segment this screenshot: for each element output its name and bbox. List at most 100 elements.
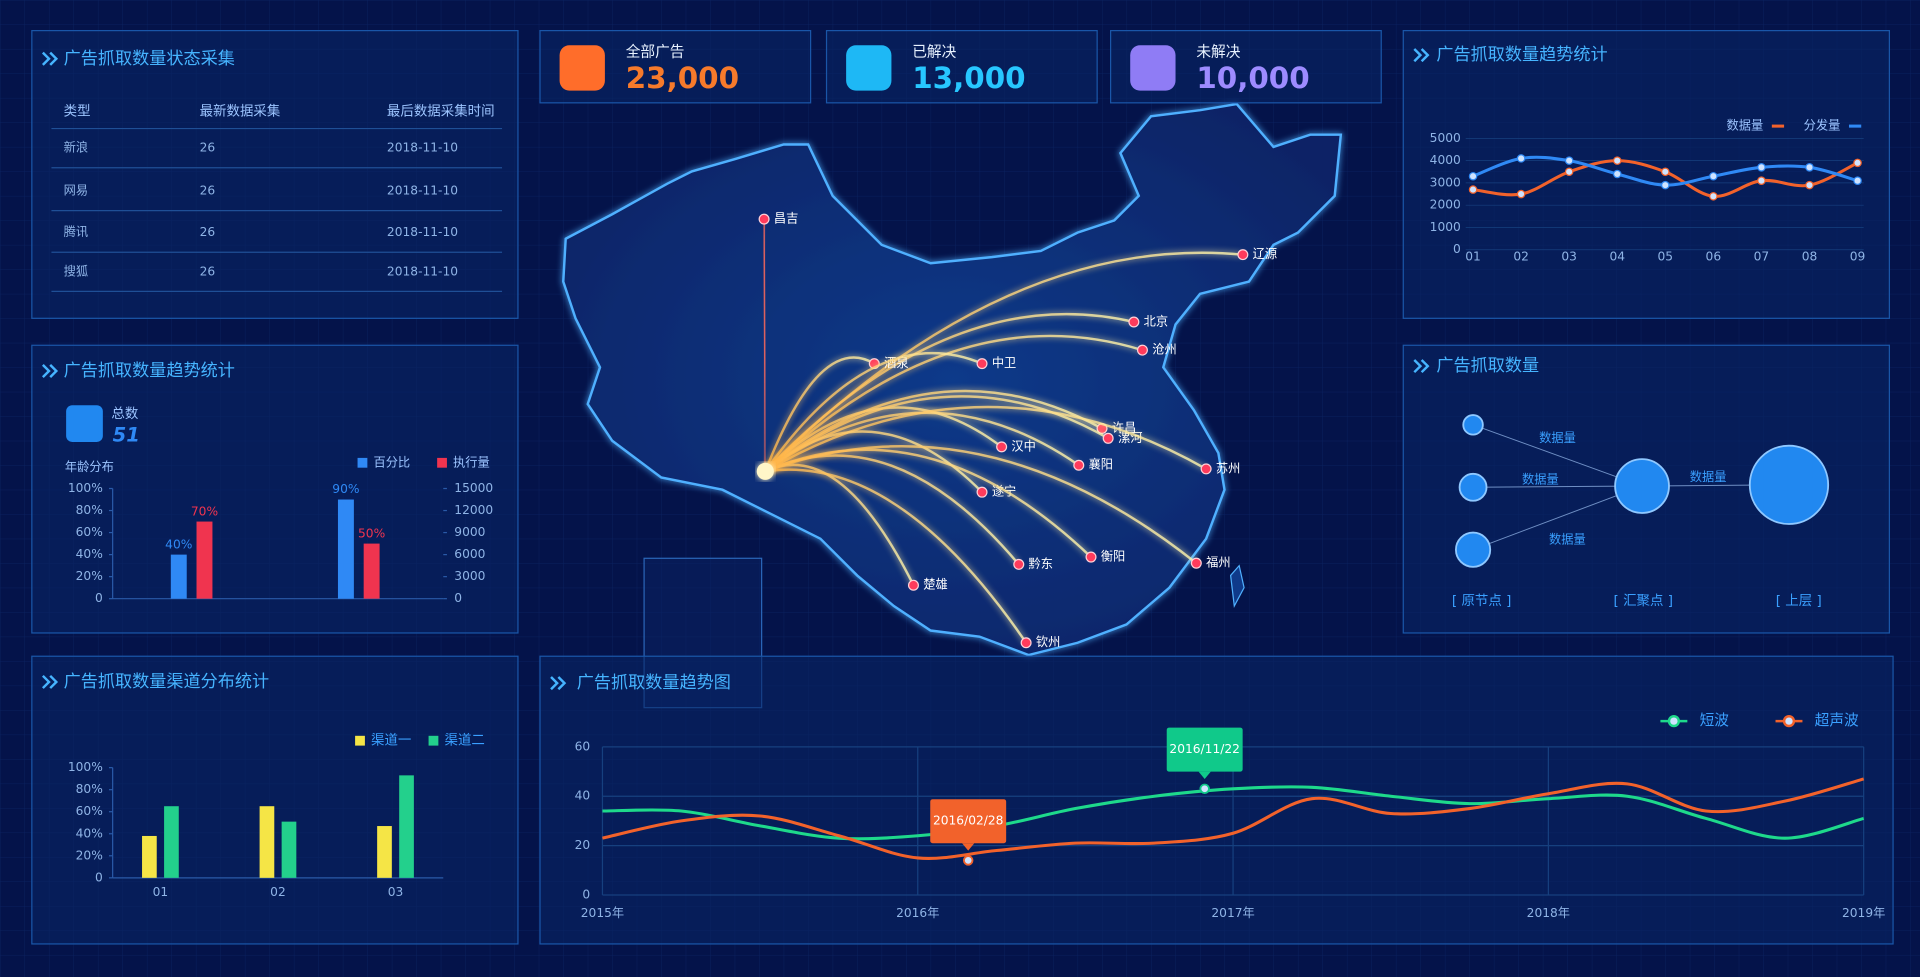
y-tick-label: 0	[1453, 242, 1461, 256]
value-label: 70%	[191, 504, 218, 518]
annotation-box	[1166, 727, 1243, 772]
line	[602, 777, 1865, 860]
y-tick-label: 2000	[1430, 198, 1461, 212]
x-tick-label: 07	[1754, 250, 1770, 264]
y2-tick-label: 6000	[454, 547, 485, 561]
bar	[170, 554, 187, 599]
y2-tick-label: 0	[454, 591, 462, 605]
legend-swatch	[355, 735, 365, 746]
total-icon	[66, 405, 103, 442]
table-cell: 26	[200, 183, 216, 197]
table-cell: 2018-11-10	[387, 264, 458, 278]
map-outline	[562, 102, 1343, 657]
x-tick-label: 2017年	[1211, 906, 1254, 920]
bar	[142, 835, 157, 878]
y-tick-label: 60%	[76, 525, 103, 539]
annotation-point	[1199, 783, 1210, 795]
table-header: 最后数据采集时间	[387, 103, 495, 119]
city-dot	[758, 213, 770, 225]
bar	[399, 775, 414, 878]
edge-label: 数据量	[1522, 471, 1559, 486]
bar	[164, 806, 179, 878]
y-tick-label: 60	[575, 739, 591, 753]
city-label: 酒泉	[884, 355, 908, 370]
annotation-point	[963, 855, 974, 866]
x-tick-label: 09	[1850, 250, 1866, 264]
table-header: 最新数据采集	[200, 103, 281, 119]
table-cell: 26	[200, 225, 216, 239]
legend-label: 数据量	[1727, 118, 1764, 133]
point	[1709, 171, 1718, 181]
point	[1612, 169, 1622, 179]
edge-label: 数据量	[1549, 531, 1586, 546]
flow-edge	[1473, 485, 1643, 488]
city-dot	[1200, 463, 1212, 475]
y-tick-label: 20	[575, 838, 591, 852]
panel-title: 广告抓取数量趋势统计	[1436, 45, 1607, 65]
flow-edge	[1472, 485, 1643, 551]
point	[1516, 189, 1526, 199]
x-tick-label: 05	[1658, 250, 1674, 264]
city-label: 辽源	[1253, 247, 1277, 261]
city-label: 昌吉	[774, 212, 798, 226]
x-tick-label: 2019年	[1842, 906, 1885, 920]
y-tick-label: 20%	[76, 569, 103, 583]
stat-value: 13,000	[912, 61, 1025, 95]
flow-node	[1748, 444, 1830, 525]
annotation-pointer	[1198, 771, 1211, 780]
table-cell: 26	[200, 141, 216, 155]
panel	[31, 344, 519, 634]
x-tick-label: 2018年	[1527, 906, 1570, 920]
city-label: 汉中	[1011, 438, 1035, 453]
panel-title: 广告抓取数量渠道分布统计	[64, 672, 270, 692]
table-cell: 2018-11-10	[387, 225, 458, 239]
city-label: 钦州	[1036, 635, 1060, 649]
city-label: 中卫	[992, 355, 1016, 370]
table-cell: 26	[200, 264, 216, 278]
x-tick-label: 04	[1609, 250, 1625, 264]
y-tick-label: 0	[95, 870, 103, 884]
point	[1805, 163, 1814, 172]
annotation-label: 2016/11/22	[1169, 742, 1240, 756]
point	[1564, 156, 1574, 165]
table-cell: 搜狐	[64, 263, 88, 278]
y-tick-label: 0	[95, 591, 103, 605]
table-cell: 新浪	[64, 140, 88, 155]
map-source	[756, 462, 774, 480]
annotation-box	[930, 799, 1007, 844]
bar	[196, 521, 213, 599]
y-tick-label: 1000	[1430, 220, 1461, 234]
flow-arc	[764, 395, 1109, 473]
edge-label: 数据量	[1690, 469, 1727, 484]
y2-tick-label: 9000	[454, 525, 485, 539]
y-tick-label: 20%	[76, 848, 103, 862]
line	[602, 785, 1865, 841]
total-value: 51	[113, 423, 140, 446]
city-dot	[1190, 557, 1202, 569]
panel	[31, 29, 519, 319]
panel	[539, 655, 1894, 945]
legend-label: 执行量	[453, 455, 490, 469]
point	[1757, 163, 1766, 172]
point	[1853, 158, 1862, 168]
x-tick-label: 2016年	[896, 906, 939, 920]
chevrons	[41, 48, 1430, 691]
city-label: 襄阳	[1089, 457, 1113, 472]
bar	[363, 543, 380, 599]
column-label: [ 原节点 ]	[1452, 593, 1511, 609]
city-dot	[1085, 551, 1097, 563]
point	[1516, 154, 1526, 163]
city-dot	[976, 358, 988, 370]
annotation-label: 2016/02/28	[933, 814, 1004, 828]
stat-value: 10,000	[1196, 61, 1309, 95]
annotation-pointer	[962, 843, 975, 851]
stat-label: 全部广告	[626, 43, 685, 61]
y2-tick-label: 12000	[454, 503, 493, 517]
flow-arc	[765, 468, 1028, 644]
point	[1468, 185, 1478, 194]
flow-arc	[764, 445, 1198, 565]
total-label: 总数	[111, 406, 138, 422]
flow-arc	[764, 334, 1143, 473]
